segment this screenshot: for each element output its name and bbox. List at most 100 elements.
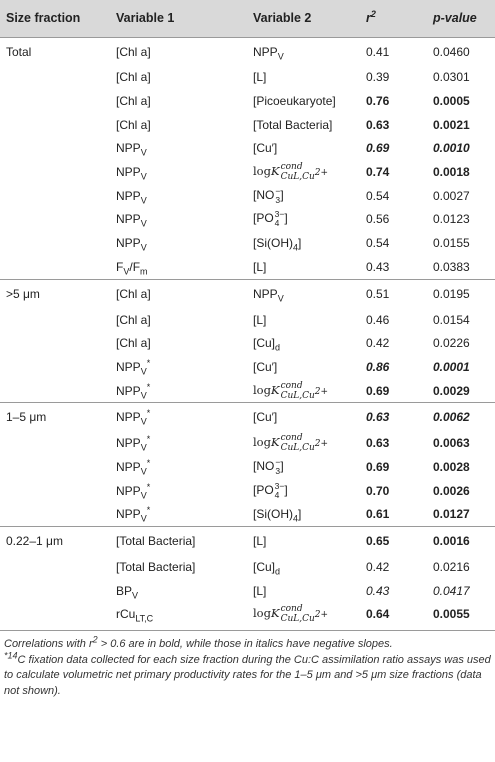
cell-variable-1: [Chl a]	[116, 117, 151, 132]
cell-variable-2: [Cu′]	[253, 141, 278, 156]
table-row: [Chl a] [L] 0.39 0.0301	[0, 66, 495, 90]
cell-p-value: 0.0005	[433, 94, 470, 109]
cell-size-fraction	[0, 603, 110, 627]
cell-p-value: 0.0155	[433, 236, 470, 251]
cell-size-fraction	[0, 66, 110, 90]
cell-r-squared: 0.69	[366, 459, 390, 474]
table-row: 1–5 μm NPPV* [Cu′] 0.63 0.0062	[0, 402, 495, 432]
cell-r-squared: 0.65	[360, 526, 427, 556]
cell-size-fraction	[0, 89, 110, 113]
cell-r-squared: 0.86	[366, 359, 390, 374]
cell-r-squared: 0.69	[366, 383, 390, 398]
table-row: NPPV* [Cu′] 0.86 0.0001	[0, 355, 495, 379]
table-body: Total [Chl a] NPPV 0.41 0.0460 [Chl a] [L] 0.39…	[0, 36, 495, 627]
cell-size-fraction	[0, 184, 110, 208]
cell-size-fraction	[0, 113, 110, 137]
cell-variable-2: [L]	[253, 70, 267, 85]
cell-variable-1: [Total Bacteria]	[110, 526, 247, 556]
cell-variable-1: NPPV*	[116, 434, 151, 453]
table-row: NPPV [NO −3] 0.54 0.0027	[0, 184, 495, 208]
cell-size-fraction: 0.22–1 μm	[0, 526, 110, 556]
cell-r-squared: 0.54	[366, 188, 390, 203]
header-variable-1: Variable 1	[116, 11, 175, 26]
table-row: NPPV* [NO −3] 0.69 0.0028	[0, 455, 495, 479]
cell-variable-2: logK cond CuL,Cu2+	[253, 433, 329, 454]
cell-p-value: 0.0029	[433, 383, 470, 398]
cell-r-squared: 0.74	[366, 165, 390, 180]
cell-variable-1: NPPV*	[110, 402, 247, 432]
cell-p-value: 0.0460	[427, 36, 495, 66]
cell-size-fraction	[0, 331, 110, 355]
cell-variable-2: [L]	[253, 259, 267, 274]
cell-size-fraction	[0, 379, 110, 403]
table-row: FV/Fm [L] 0.43 0.0383	[0, 255, 495, 279]
cell-p-value: 0.0001	[433, 359, 470, 374]
cell-variable-2: [Cu′]	[253, 359, 278, 374]
cell-p-value: 0.0062	[427, 402, 495, 432]
table-row: [Total Bacteria] [Cu]d 0.42 0.0216	[0, 555, 495, 579]
cell-size-fraction	[0, 137, 110, 161]
cell-variable-1: [Chl a]	[116, 312, 151, 327]
header-p-value: p-value	[433, 11, 477, 26]
cell-p-value: 0.0301	[433, 70, 470, 85]
cell-r-squared: 0.69	[366, 141, 390, 156]
cell-variable-2: NPPV	[247, 278, 360, 308]
cell-variable-1: NPPV*	[116, 481, 151, 501]
cell-r-squared: 0.76	[366, 94, 390, 109]
cell-variable-1: NPPV	[116, 212, 147, 229]
table-row: 0.22–1 μm [Total Bacteria] [L] 0.65 0.0016	[0, 526, 495, 556]
cell-variable-2: [Cu]d	[253, 336, 281, 353]
table-row: [Chl a] [L] 0.46 0.0154	[0, 308, 495, 332]
cell-p-value: 0.0216	[433, 560, 470, 575]
cell-variable-2: [Si(OH)4]	[253, 507, 302, 524]
cell-size-fraction	[0, 255, 110, 279]
cell-r-squared: 0.63	[360, 402, 427, 432]
table-row: [Chl a] [Cu]d 0.42 0.0226	[0, 331, 495, 355]
cell-size-fraction	[0, 208, 110, 232]
cell-variable-2: [Total Bacteria]	[253, 117, 333, 132]
cell-variable-1: NPPV*	[116, 357, 151, 377]
cell-r-squared: 0.42	[366, 560, 390, 575]
cell-p-value: 0.0063	[433, 436, 470, 451]
table-row: Total [Chl a] NPPV 0.41 0.0460	[0, 36, 495, 66]
cell-r-squared: 0.42	[366, 336, 390, 351]
cell-size-fraction: 1–5 μm	[0, 402, 110, 432]
cell-variable-1: NPPV*	[116, 505, 151, 524]
cell-size-fraction	[0, 160, 110, 184]
cell-r-squared: 0.41	[360, 36, 427, 66]
cell-variable-2: [Cu]d	[253, 560, 281, 577]
cell-p-value: 0.0021	[433, 117, 470, 132]
table-row: BPV [L] 0.43 0.0417	[0, 579, 495, 603]
cell-size-fraction	[0, 231, 110, 255]
cell-variable-1: [Chl a]	[116, 94, 151, 109]
cell-r-squared: 0.63	[366, 436, 390, 451]
cell-variable-1: [Chl a]	[110, 36, 247, 66]
cell-p-value: 0.0028	[433, 459, 470, 474]
cell-variable-1: BPV	[116, 583, 139, 601]
cell-r-squared: 0.39	[366, 70, 390, 85]
cell-variable-2: [PO 3− 4]	[253, 209, 288, 229]
cell-size-fraction: >5 μm	[0, 278, 110, 308]
cell-variable-1: NPPV	[116, 141, 147, 158]
cell-variable-2: [NO −3]	[253, 456, 284, 476]
cell-p-value: 0.0383	[433, 259, 470, 274]
cell-variable-2: [Picoeukaryote]	[253, 94, 336, 109]
cell-p-value: 0.0016	[427, 526, 495, 556]
cell-r-squared: 0.51	[360, 278, 427, 308]
cell-size-fraction	[0, 431, 110, 455]
cell-variable-2: [L]	[253, 583, 267, 598]
cell-p-value: 0.0123	[433, 212, 470, 227]
table-row: NPPV* logK cond CuL,Cu2+ 0.69 0.0029	[0, 379, 495, 403]
cell-p-value: 0.0417	[433, 583, 470, 598]
table-row: NPPV logK cond CuL,Cu2+ 0.74 0.0018	[0, 160, 495, 184]
cell-variable-1: rCuLT,C	[116, 607, 154, 624]
cell-variable-1: FV/Fm	[116, 259, 148, 277]
cell-r-squared: 0.64	[366, 607, 390, 622]
cell-r-squared: 0.61	[366, 507, 390, 522]
cell-variable-1: NPPV	[116, 165, 147, 182]
cell-size-fraction	[0, 479, 110, 503]
cell-variable-2: [PO 3− 4]	[253, 480, 288, 500]
cell-p-value: 0.0055	[433, 607, 470, 622]
cell-size-fraction	[0, 579, 110, 603]
